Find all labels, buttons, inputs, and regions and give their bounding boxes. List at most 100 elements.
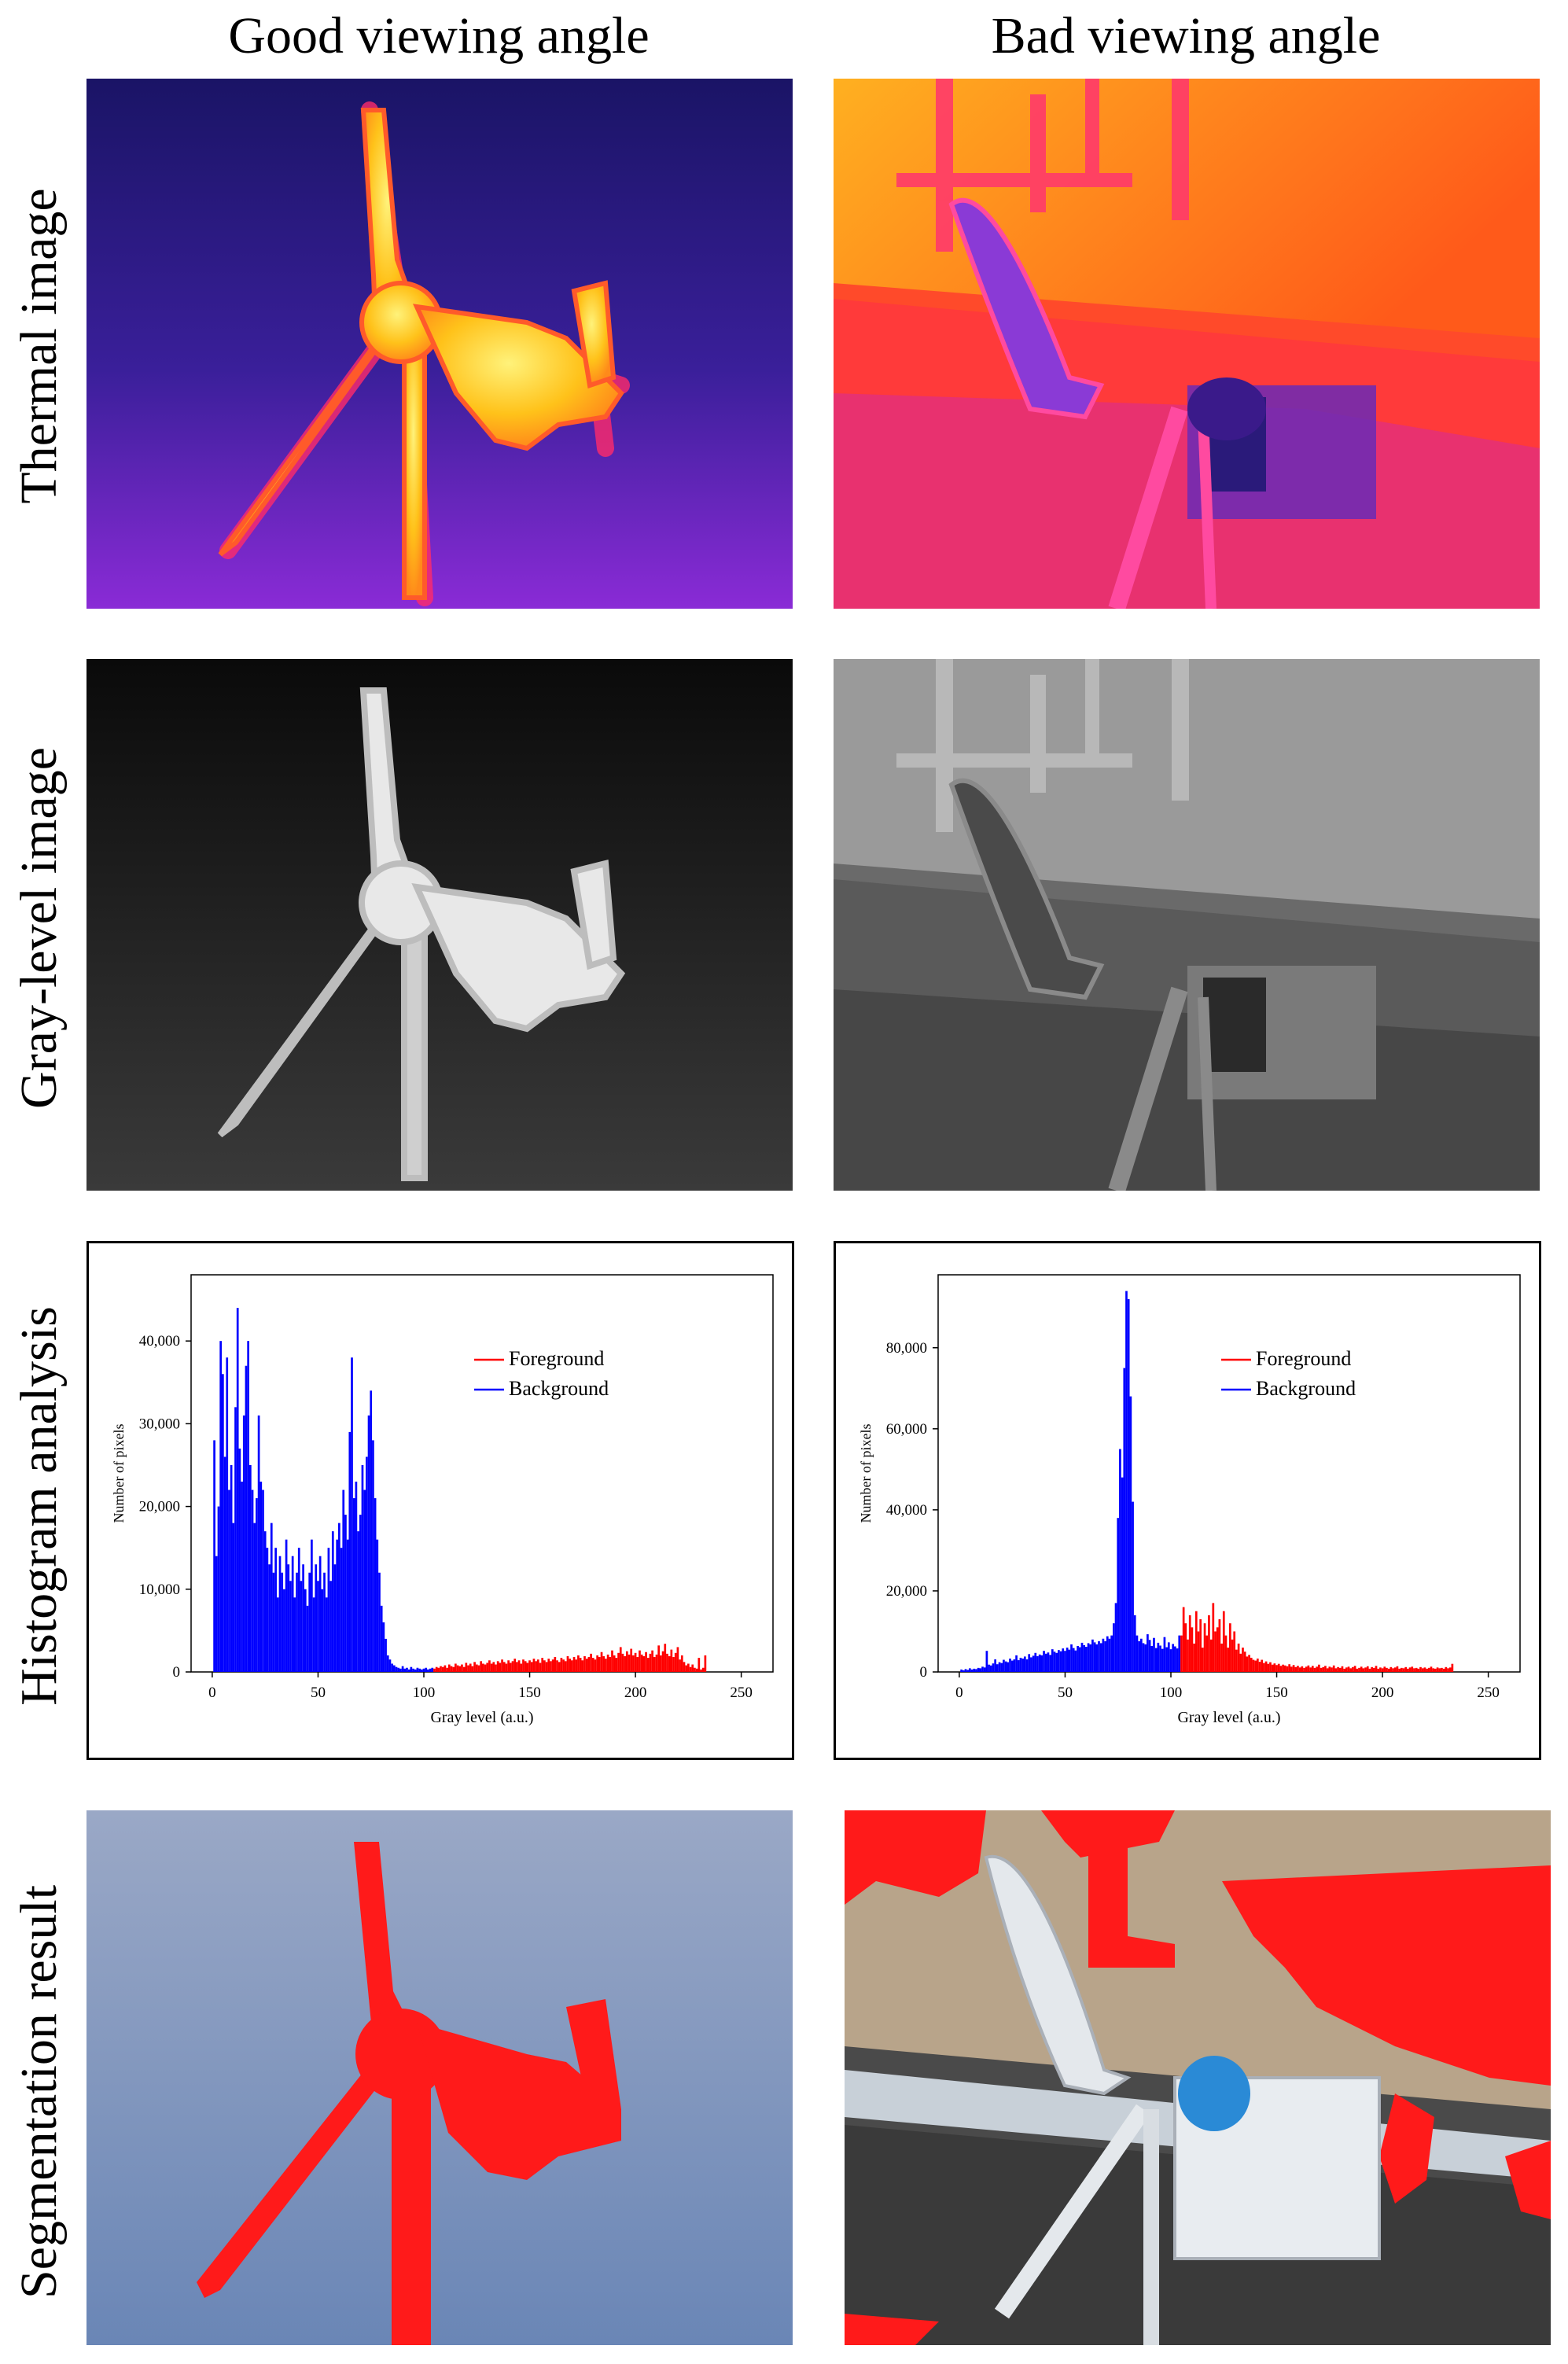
histogram-bar-foreground-214	[664, 1644, 667, 1672]
histogram-bar-foreground-159	[1294, 1666, 1297, 1672]
histogram-bar-foreground-201	[636, 1657, 639, 1672]
y-tick-label: 80,000	[886, 1340, 927, 1357]
histogram-bar-foreground-117	[458, 1666, 462, 1672]
histogram-bar-background-9	[977, 1667, 980, 1672]
histogram-bar-foreground-186	[605, 1659, 607, 1672]
histogram-bar-background-58	[1080, 1642, 1084, 1672]
histogram-bar-foreground-146	[520, 1663, 523, 1672]
histogram-bar-background-32	[1025, 1659, 1029, 1672]
histogram-bar-foreground-227	[691, 1664, 694, 1672]
histogram-bar-foreground-121	[467, 1665, 469, 1672]
histogram-bar-foreground-143	[1261, 1659, 1264, 1672]
histogram-bar-foreground-158	[545, 1662, 548, 1672]
histogram-bar-background-38	[291, 1556, 294, 1672]
row-label-histogram: Histogram analysis	[10, 1306, 68, 1706]
histogram-bar-foreground-139	[505, 1663, 508, 1672]
histogram-bar-foreground-114	[452, 1666, 455, 1672]
histogram-bar-foreground-217	[670, 1649, 673, 1672]
histogram-panel-bad: 0 50 100 150 200 250 0 20,000 40,000 60,000 80,000…	[834, 1241, 1541, 1760]
histogram-bar-foreground-194	[621, 1653, 624, 1672]
histogram-bar-foreground-221	[679, 1659, 681, 1672]
histogram-bar-foreground-222	[1427, 1667, 1430, 1672]
histogram-bar-foreground-150	[528, 1660, 531, 1672]
histogram-bar-foreground-140	[507, 1660, 510, 1672]
histogram-bar-background-7	[226, 1357, 229, 1672]
histogram-bar-background-25	[1010, 1660, 1014, 1672]
histogram-bar-background-83	[1133, 1615, 1136, 1672]
histogram-bar-foreground-156	[541, 1658, 544, 1672]
histogram-bar-foreground-226	[1436, 1667, 1439, 1672]
histogram-bar-background-43	[1049, 1655, 1051, 1672]
histogram-bar-foreground-210	[1402, 1668, 1405, 1672]
plot-area-frame	[937, 1274, 1521, 1673]
histogram-bar-foreground-205	[645, 1651, 647, 1672]
histogram-bar-foreground-108	[440, 1666, 442, 1672]
histogram-bar-foreground-160	[1297, 1666, 1299, 1672]
histogram-bar-background-102	[427, 1669, 429, 1672]
histogram-bar-foreground-171	[1320, 1667, 1323, 1672]
histogram-bar-background-26	[266, 1548, 269, 1672]
histogram-bar-foreground-176	[583, 1656, 586, 1672]
histogram-bar-foreground-163	[1303, 1667, 1305, 1672]
histogram-bar-foreground-186	[1352, 1666, 1354, 1672]
histogram-bar-background-102	[1174, 1646, 1176, 1672]
histogram-bar-foreground-169	[1316, 1666, 1319, 1672]
histogram-bar-background-64	[1093, 1642, 1096, 1672]
histogram-bar-background-101	[425, 1667, 428, 1672]
histogram-bar-foreground-215	[1413, 1668, 1415, 1672]
histogram-bar-background-82	[385, 1638, 387, 1672]
histogram-bar-background-91	[1150, 1646, 1154, 1672]
histogram-bar-background-29	[272, 1572, 275, 1672]
histogram-bar-foreground-120	[1212, 1603, 1215, 1672]
histogram-bar-foreground-145	[517, 1660, 521, 1672]
histogram-bar-foreground-130	[486, 1663, 489, 1672]
histogram-bar-background-104	[431, 1667, 434, 1672]
histogram-bar-background-1	[960, 1669, 963, 1672]
histogram-bar-background-71	[361, 1464, 364, 1672]
histogram-bar-foreground-198	[1377, 1668, 1380, 1672]
histogram-bar-background-10	[232, 1523, 235, 1672]
histogram-bar-background-77	[374, 1498, 377, 1672]
histogram-bar-foreground-182	[596, 1655, 598, 1672]
histogram-bar-foreground-202	[1386, 1667, 1388, 1672]
histogram-bar-foreground-201	[1383, 1666, 1386, 1672]
histogram-bar-foreground-190	[613, 1655, 616, 1672]
histogram-bar-background-91	[403, 1668, 407, 1672]
histogram-bar-foreground-155	[1286, 1666, 1289, 1672]
histogram-bar-foreground-232	[701, 1667, 705, 1672]
y-tick-label: 0	[920, 1664, 928, 1681]
histogram-bar-background-20	[1000, 1663, 1003, 1672]
x-tick-label: 150	[1265, 1685, 1288, 1701]
histogram-bar-foreground-108	[1187, 1639, 1189, 1672]
histogram-bar-background-33	[281, 1572, 284, 1672]
histogram-bar-foreground-233	[704, 1655, 707, 1672]
histogram-bar-background-95	[412, 1668, 414, 1672]
histogram-bar-background-79	[378, 1572, 381, 1672]
histogram-bar-foreground-124	[473, 1662, 476, 1672]
histogram-bar-foreground-204	[642, 1656, 646, 1672]
histogram-bar-background-81	[382, 1622, 385, 1672]
histogram-bar-foreground-120	[465, 1663, 468, 1672]
histogram-bar-background-39	[293, 1597, 296, 1672]
histogram-bar-background-20	[253, 1523, 256, 1672]
histogram-bar-foreground-174	[579, 1658, 582, 1672]
histogram-bar-foreground-148	[1271, 1664, 1274, 1672]
histogram-bar-background-32	[278, 1556, 282, 1672]
histogram-bar-background-83	[386, 1655, 389, 1672]
histogram-bar-background-75	[370, 1390, 373, 1672]
histogram-bar-background-21	[256, 1498, 258, 1672]
histogram-bar-foreground-196	[625, 1651, 628, 1672]
histogram-bar-foreground-138	[1250, 1657, 1253, 1672]
histogram-bar-foreground-191	[615, 1658, 618, 1672]
histogram-bar-foreground-227	[1438, 1668, 1441, 1672]
histogram-bar-foreground-214	[1411, 1666, 1414, 1672]
histogram-bar-foreground-220	[676, 1647, 679, 1672]
histogram-bar-background-15	[989, 1665, 992, 1672]
histogram-bar-foreground-179	[590, 1653, 592, 1672]
histogram-bar-foreground-209	[653, 1657, 656, 1672]
histogram-bar-foreground-216	[668, 1656, 671, 1672]
histogram-bar-foreground-207	[1396, 1666, 1399, 1672]
histogram-bar-foreground-188	[1356, 1668, 1359, 1672]
histogram-bar-background-22	[257, 1415, 260, 1672]
histogram-bar-foreground-195	[1371, 1666, 1373, 1672]
